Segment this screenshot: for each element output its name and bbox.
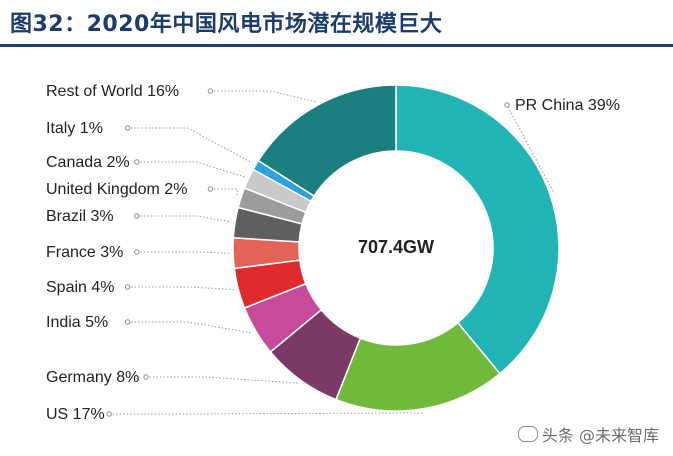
- leader-us: [109, 412, 423, 415]
- label-italy: Italy 1%: [46, 120, 103, 137]
- label-us: US 17%: [46, 406, 105, 423]
- center-total-label: 707.4GW: [358, 237, 434, 257]
- slice-rest-of-world: [257, 84, 397, 198]
- leader-dot-pr-china: [504, 102, 510, 108]
- donut-slices: [232, 84, 560, 412]
- label-rest-of-world: Rest of World 16%: [46, 83, 179, 100]
- leader-dot-us: [106, 411, 112, 417]
- leader-dot-united-kingdom: [207, 186, 214, 192]
- leader-italy: [127, 127, 253, 164]
- label-france: France 3%: [46, 244, 123, 261]
- watermark-text: 头条 @未来智库: [541, 426, 659, 445]
- label-spain: Spain 4%: [46, 279, 115, 296]
- leader-france: [136, 251, 230, 254]
- slice-pr-china: [395, 84, 560, 375]
- leader-dot-rest-of-world: [207, 88, 214, 94]
- leader-brazil: [136, 215, 232, 223]
- watermark: 头条 @未来智库: [517, 422, 659, 446]
- leader-india: [127, 321, 253, 334]
- page-title: 图32：2020年中国风电市场潜在规模巨大: [10, 12, 443, 37]
- leader-dot-brazil: [134, 213, 140, 219]
- label-india: India 5%: [46, 314, 108, 331]
- label-canada: Canada 2%: [46, 154, 130, 171]
- wechat-like-icon: [517, 426, 538, 442]
- leader-dot-germany: [143, 374, 149, 380]
- leader-dot-france: [134, 249, 140, 255]
- leader-spain: [127, 286, 235, 291]
- leader-lines: [106, 88, 554, 417]
- leader-dot-canada: [134, 159, 140, 165]
- slice-labels: PR China 39% US 17% Germany 8% India 5% Spai…: [46, 83, 620, 423]
- title-bar: 图32：2020年中国风电市场潜在规模巨大: [0, 0, 673, 47]
- label-pr-china: PR China 39%: [515, 97, 620, 114]
- leader-dot-spain: [124, 284, 131, 290]
- leader-united-kingdom: [210, 188, 238, 197]
- leader-rest-of-world: [210, 90, 316, 103]
- title-divider: [0, 44, 673, 47]
- leader-dot-italy: [124, 125, 131, 131]
- label-brazil: Brazil 3%: [46, 208, 114, 225]
- label-united-kingdom: United Kingdom 2%: [46, 181, 187, 198]
- leader-dot-india: [124, 319, 131, 325]
- leader-canada: [136, 161, 246, 178]
- label-germany: Germany 8%: [46, 369, 139, 386]
- leader-germany: [146, 376, 298, 384]
- leader-pr-china: [506, 104, 554, 192]
